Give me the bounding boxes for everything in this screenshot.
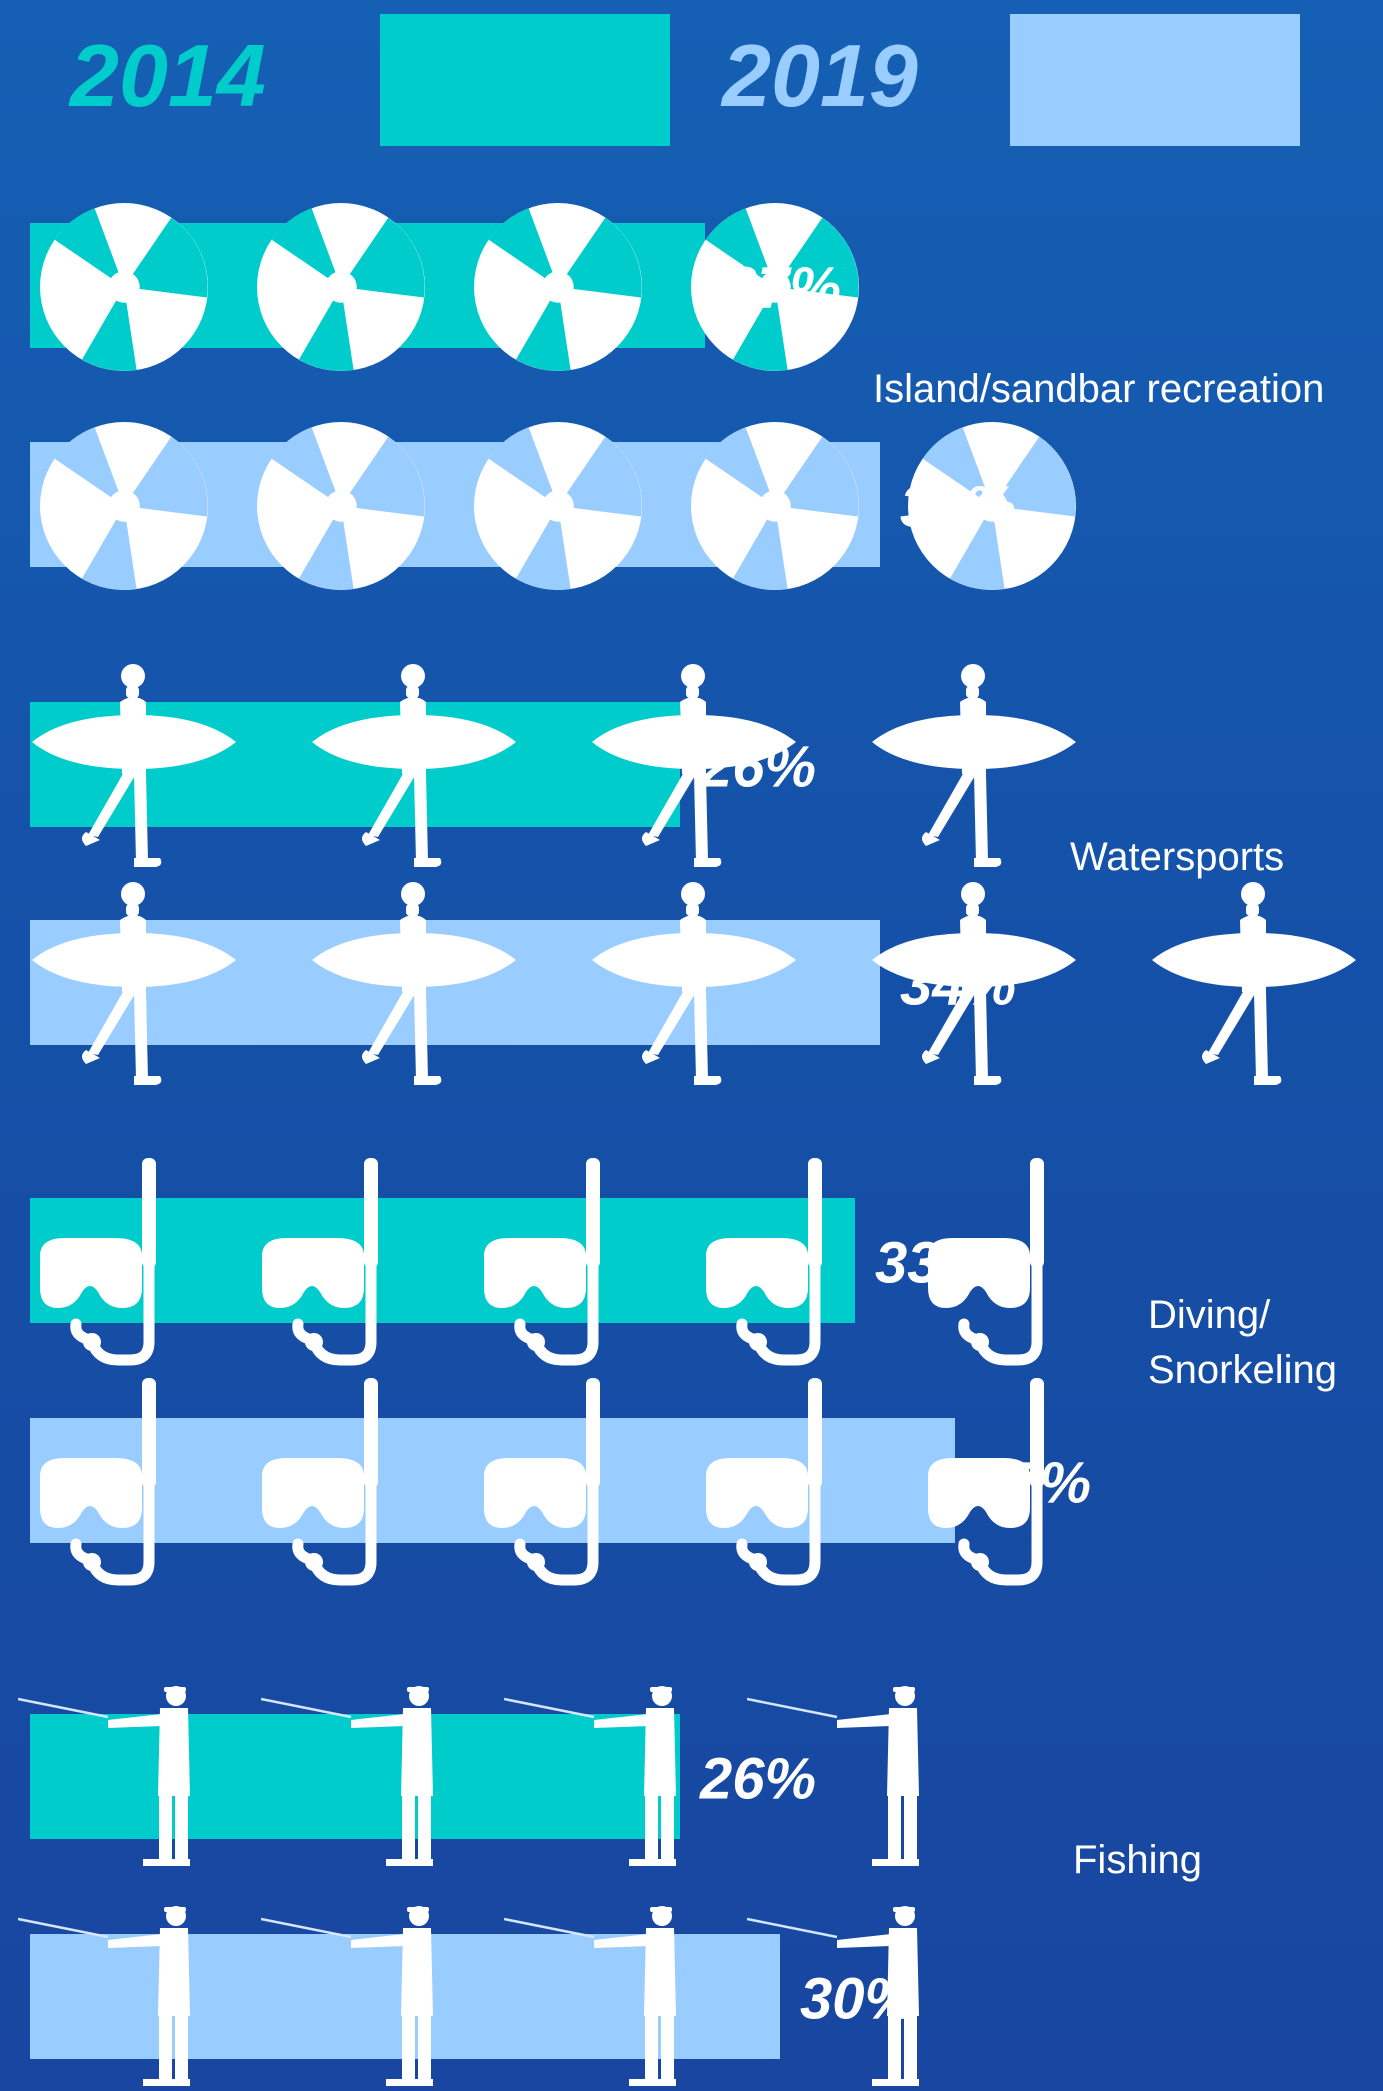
snorkel-mask-icon [484, 1378, 600, 1580]
value-label: 34% [900, 475, 1016, 540]
legend-2014-swatch [380, 14, 670, 146]
category-label: Diving/ [1148, 1293, 1271, 1337]
value-label: 26% [699, 1747, 816, 1812]
category-group: 33% 37% Diving/Snorkeling [30, 1158, 1337, 1580]
legend: 2014 2019 [68, 14, 1300, 146]
value-label: 30% [800, 1967, 916, 2032]
bar-2014 [30, 1714, 680, 1839]
value-label: 27% [724, 256, 841, 321]
category-label: Fishing [1073, 1838, 1202, 1882]
beach-ball-icon [474, 422, 642, 590]
snorkel-mask-icon [484, 1158, 600, 1360]
category-group: 27% 34% Island/sandbar recreation [30, 203, 1324, 590]
beach-ball-icon [474, 203, 642, 371]
category-group: 26% 30% Fishing [18, 1684, 1202, 2088]
surfer-icon [872, 664, 1076, 867]
category-label: Island/sandbar recreation [873, 367, 1324, 411]
legend-2019-swatch [1010, 14, 1300, 146]
category-group: 26% 34% Watersports [30, 664, 1356, 1085]
category-label: Snorkeling [1148, 1348, 1337, 1392]
value-label: 33% [875, 1231, 991, 1296]
beach-ball-icon [691, 422, 859, 590]
snorkel-mask-icon [40, 1378, 156, 1580]
legend-2019-label: 2019 [720, 26, 918, 125]
category-label: Watersports [1070, 835, 1284, 879]
snorkel-mask-icon [262, 1378, 378, 1580]
value-label: 34% [900, 953, 1016, 1018]
beach-ball-icon [40, 422, 208, 590]
snorkel-mask-icon [706, 1158, 822, 1360]
snorkel-mask-icon [706, 1378, 822, 1580]
plot-area: 27% 34% Island/sandbar recreation 26% 34% Wat… [18, 203, 1356, 2088]
snorkel-mask-icon [262, 1158, 378, 1360]
snorkel-mask-icon [40, 1158, 156, 1360]
surfer-icon [1152, 882, 1356, 1085]
beach-ball-icon [257, 422, 425, 590]
beach-ball-icon [40, 203, 208, 371]
value-label: 37% [975, 1451, 1091, 1516]
value-label: 26% [699, 735, 816, 800]
legend-2014-label: 2014 [68, 26, 266, 125]
beach-ball-icon [257, 203, 425, 371]
